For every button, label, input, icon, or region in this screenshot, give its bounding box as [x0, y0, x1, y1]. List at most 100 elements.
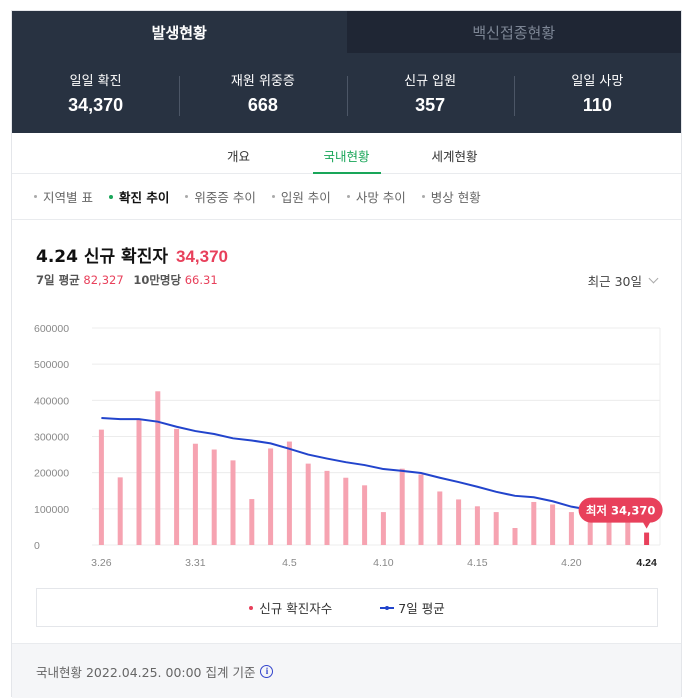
- bar: [418, 474, 424, 545]
- per-100k-value: 66.31: [184, 273, 218, 287]
- bar: [512, 528, 518, 545]
- bar: [192, 443, 198, 545]
- tab-occurrence[interactable]: 발생현황: [12, 11, 347, 53]
- tab-vaccination[interactable]: 백신접종현황: [346, 11, 681, 53]
- bar: [98, 429, 104, 545]
- summary-stats: 일일 확진 34,370 재원 위중증 668 신규 입원 357 일일 사망 …: [12, 53, 681, 133]
- chip-label: 병상 현황: [430, 190, 481, 205]
- period-dropdown[interactable]: 최근 30일: [587, 271, 659, 290]
- bar: [587, 517, 593, 545]
- footer-note: 국내현황 2022.04.25. 00:00 집계 기준 i: [12, 643, 681, 698]
- tab-overview[interactable]: 개요: [226, 149, 250, 164]
- chart-headline: 4.24 신규 확진자 34,370: [36, 242, 228, 267]
- covid-status-panel: 발생현황 백신접종현황 일일 확진 34,370 재원 위중증 668 신규 입…: [11, 10, 682, 698]
- footer-text: 국내현황 2022.04.25. 00:00 집계 기준: [36, 664, 256, 680]
- y-tick-label: 300000: [34, 432, 69, 444]
- main-tabs: 발생현황 백신접종현황: [12, 11, 681, 53]
- chip-label: 사망 추이: [355, 190, 406, 205]
- stat-critical: 재원 위중증 668: [179, 70, 346, 116]
- chip-bed-status[interactable]: 병상 현황: [421, 187, 481, 206]
- bar: [324, 470, 330, 545]
- legend-item-cases[interactable]: 신규 확진자수: [249, 598, 332, 617]
- info-icon[interactable]: i: [260, 664, 274, 678]
- legend-label: 7일 평균: [398, 601, 445, 616]
- bar: [362, 485, 368, 545]
- bullet-icon: [421, 195, 425, 198]
- stat-value: 34,370: [68, 95, 124, 115]
- stat-label: 신규 입원: [404, 74, 457, 89]
- bar: [174, 428, 180, 545]
- chip-label: 입원 추이: [280, 190, 331, 205]
- bar: [155, 391, 161, 545]
- bar: [531, 501, 537, 545]
- stat-new-hospitalized: 신규 입원 357: [346, 70, 514, 116]
- headline-value: 34,370: [175, 247, 228, 266]
- stat-daily-deaths: 일일 사망 110: [513, 70, 681, 116]
- tab-domestic[interactable]: 국내현황: [293, 133, 401, 174]
- bar: [625, 515, 631, 545]
- bar: [117, 477, 123, 545]
- x-tick-label: 3.31: [185, 557, 206, 569]
- bar: [493, 512, 499, 545]
- period-label: 최근 30일: [587, 274, 642, 289]
- bar: [399, 468, 405, 545]
- chip-regional-table[interactable]: 지역별 표: [34, 187, 93, 206]
- y-tick-label: 100000: [34, 504, 69, 516]
- avg-value: 82,327: [83, 273, 124, 287]
- bullet-icon: [108, 194, 113, 199]
- legend-item-average[interactable]: 7일 평균: [380, 598, 445, 617]
- category-chips: 지역별 표 확진 추이 위중증 추이 입원 추이 사망 추이 병상 현황: [12, 174, 681, 220]
- chart-legend: 신규 확진자수 7일 평균: [36, 588, 658, 627]
- y-tick-label: 0: [34, 540, 40, 552]
- bar: [474, 506, 480, 545]
- x-tick-label: 4.20: [561, 557, 582, 569]
- bar: [437, 491, 443, 545]
- chevron-down-icon: [648, 273, 659, 284]
- x-tick-label: 4.5: [282, 557, 297, 569]
- stat-value: 668: [247, 95, 278, 115]
- bullet-icon: [271, 195, 275, 198]
- bullet-icon: [346, 195, 350, 198]
- bar: [211, 449, 217, 545]
- bar: [305, 463, 311, 545]
- confirmed-cases-chart: 600000 500000 400000 300000 200000 100000 0 3.2…: [34, 323, 663, 569]
- bar: [606, 517, 612, 545]
- bar: [380, 512, 386, 545]
- chip-hospitalization-trend[interactable]: 입원 추이: [271, 187, 331, 206]
- bar: [249, 499, 255, 545]
- annotation-bubble: [578, 497, 663, 523]
- bar: [286, 441, 292, 545]
- stat-label: 일일 확진: [69, 74, 122, 89]
- chip-confirmed-trend[interactable]: 확진 추이: [108, 187, 170, 206]
- tab-world[interactable]: 세계현황: [431, 149, 478, 164]
- x-tick-label: 4.10: [373, 557, 394, 569]
- stat-label: 일일 사망: [571, 74, 624, 89]
- bar: [268, 448, 274, 545]
- annotation-pointer: [642, 521, 651, 529]
- bar: [230, 460, 236, 545]
- legend-line-icon: [380, 605, 395, 610]
- chip-label: 확진 추이: [118, 190, 170, 205]
- bar: [568, 512, 574, 545]
- chart-subline: 7일 평균 82,327 10만명당 66.31: [36, 272, 218, 288]
- chip-label: 위중증 추이: [194, 190, 256, 205]
- bullet-icon: [34, 195, 37, 198]
- bar: [550, 504, 556, 545]
- stat-value: 357: [415, 95, 446, 115]
- stat-value: 110: [582, 95, 612, 115]
- bar: [136, 419, 142, 545]
- bar: [644, 532, 650, 545]
- chip-death-trend[interactable]: 사망 추이: [346, 187, 406, 206]
- annotation-label: 최저 34,370: [586, 504, 656, 518]
- bullet-icon: [185, 195, 189, 198]
- bar: [456, 499, 462, 545]
- legend-dot-icon: [249, 605, 254, 610]
- y-tick-label: 600000: [34, 323, 69, 335]
- chip-critical-trend[interactable]: 위중증 추이: [185, 187, 256, 206]
- average-line: [101, 417, 647, 517]
- chip-label: 지역별 표: [43, 190, 93, 205]
- y-tick-label: 400000: [34, 395, 69, 407]
- y-tick-label: 500000: [34, 359, 69, 371]
- x-tick-label: 3.26: [91, 557, 112, 569]
- stat-daily-confirmed: 일일 확진 34,370: [12, 70, 179, 116]
